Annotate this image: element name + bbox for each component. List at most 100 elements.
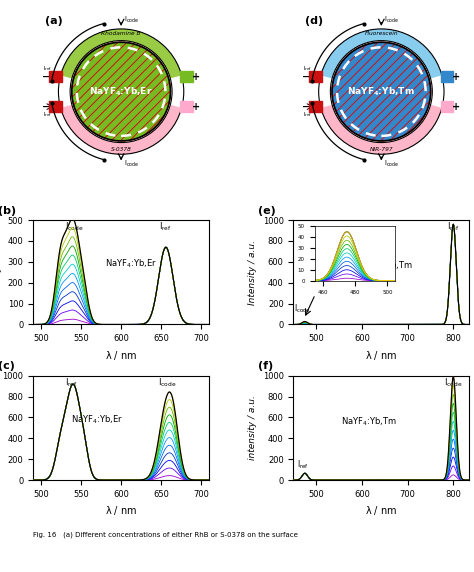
- Text: −: −: [302, 102, 310, 112]
- Polygon shape: [146, 38, 258, 145]
- Polygon shape: [90, 38, 203, 145]
- Polygon shape: [350, 38, 463, 145]
- Polygon shape: [72, 38, 184, 145]
- Text: (a): (a): [45, 15, 63, 26]
- Polygon shape: [118, 38, 230, 145]
- Polygon shape: [201, 38, 313, 145]
- Text: $I_{code}$: $I_{code}$: [158, 376, 177, 389]
- Text: NIR-797: NIR-797: [370, 147, 393, 152]
- Polygon shape: [441, 71, 453, 82]
- Text: −: −: [302, 72, 310, 82]
- Polygon shape: [210, 38, 322, 145]
- Polygon shape: [378, 38, 474, 145]
- Polygon shape: [219, 38, 332, 145]
- Polygon shape: [109, 38, 221, 145]
- Text: $I_{ref}$: $I_{ref}$: [159, 221, 172, 233]
- Polygon shape: [155, 38, 267, 145]
- Text: Fluorescein: Fluorescein: [365, 31, 398, 37]
- Text: Fig. 16   (a) Different concentrations of either RhB or S-0378 on the surface: Fig. 16 (a) Different concentrations of …: [33, 532, 298, 538]
- Polygon shape: [441, 101, 453, 113]
- Y-axis label: Intensity / a.u.: Intensity / a.u.: [248, 240, 257, 305]
- Polygon shape: [181, 71, 193, 82]
- Polygon shape: [295, 38, 408, 145]
- Text: (c): (c): [0, 362, 15, 371]
- Polygon shape: [237, 38, 350, 145]
- Wedge shape: [321, 29, 442, 78]
- Polygon shape: [127, 38, 240, 145]
- Text: (f): (f): [258, 362, 273, 371]
- Polygon shape: [182, 38, 295, 145]
- Text: $I_{code}$: $I_{code}$: [294, 303, 311, 315]
- Text: $I_{code}$: $I_{code}$: [384, 15, 399, 25]
- Polygon shape: [249, 38, 362, 145]
- Text: $I_{code}$: $I_{code}$: [124, 15, 139, 25]
- Text: NaYF$_4$:Yb,Tm: NaYF$_4$:Yb,Tm: [347, 85, 415, 98]
- Text: $I_{ref}$: $I_{ref}$: [303, 63, 312, 73]
- Polygon shape: [100, 38, 212, 145]
- Polygon shape: [268, 38, 381, 145]
- Text: (b): (b): [0, 206, 16, 216]
- Polygon shape: [164, 38, 276, 145]
- Polygon shape: [360, 38, 473, 145]
- Text: −: −: [42, 72, 50, 82]
- Polygon shape: [228, 38, 341, 145]
- Polygon shape: [452, 38, 474, 145]
- Polygon shape: [181, 101, 193, 113]
- Polygon shape: [286, 38, 399, 145]
- Circle shape: [58, 29, 184, 154]
- Text: $I_{ref}$: $I_{ref}$: [447, 221, 460, 233]
- Polygon shape: [49, 71, 62, 82]
- Polygon shape: [304, 38, 417, 145]
- Polygon shape: [49, 101, 62, 113]
- Text: NaYF$_4$:Yb,Er: NaYF$_4$:Yb,Er: [105, 258, 157, 270]
- Text: $I_{ref}$: $I_{ref}$: [43, 110, 52, 120]
- Text: NaYF$_4$:Yb,Tm: NaYF$_4$:Yb,Tm: [357, 260, 413, 272]
- Polygon shape: [35, 38, 148, 145]
- Polygon shape: [258, 38, 371, 145]
- Polygon shape: [424, 38, 474, 145]
- X-axis label: $\lambda$ / nm: $\lambda$ / nm: [105, 349, 137, 362]
- Text: NaYF$_4$:Yb,Er: NaYF$_4$:Yb,Er: [71, 413, 123, 426]
- Polygon shape: [323, 38, 436, 145]
- Text: $I_{ref}$: $I_{ref}$: [65, 376, 78, 389]
- Wedge shape: [321, 105, 442, 154]
- Text: NaYF$_4$:Yb,Er: NaYF$_4$:Yb,Er: [89, 85, 153, 98]
- Text: $I_{code}$: $I_{code}$: [65, 221, 83, 233]
- Polygon shape: [191, 38, 304, 145]
- Polygon shape: [314, 38, 427, 145]
- Circle shape: [72, 42, 170, 141]
- Polygon shape: [26, 38, 139, 145]
- Polygon shape: [387, 38, 474, 145]
- X-axis label: $\lambda$ / nm: $\lambda$ / nm: [365, 505, 397, 517]
- Text: (d): (d): [305, 15, 323, 26]
- Polygon shape: [0, 38, 111, 145]
- Text: $I_{ref}$: $I_{ref}$: [303, 110, 312, 120]
- Polygon shape: [17, 38, 129, 145]
- Polygon shape: [369, 38, 474, 145]
- Text: $I_{code}$: $I_{code}$: [124, 158, 139, 169]
- Text: +: +: [192, 72, 201, 82]
- Polygon shape: [136, 38, 249, 145]
- Polygon shape: [246, 38, 359, 145]
- Polygon shape: [442, 38, 474, 145]
- Text: (e): (e): [258, 206, 276, 216]
- Polygon shape: [341, 38, 454, 145]
- Circle shape: [319, 29, 444, 154]
- Text: +: +: [453, 72, 461, 82]
- Wedge shape: [61, 29, 182, 78]
- Text: NaYF$_4$:Yb,Tm: NaYF$_4$:Yb,Tm: [341, 415, 397, 428]
- Text: $I_{code}$: $I_{code}$: [384, 158, 399, 169]
- Text: $I_{ref}$: $I_{ref}$: [297, 458, 309, 471]
- Polygon shape: [406, 38, 474, 145]
- Text: Rhodamine B: Rhodamine B: [101, 31, 141, 37]
- Polygon shape: [310, 71, 322, 82]
- Circle shape: [332, 42, 431, 141]
- Polygon shape: [173, 38, 286, 145]
- Polygon shape: [396, 38, 474, 145]
- Polygon shape: [63, 38, 175, 145]
- Y-axis label: Intensity / a.u.: Intensity / a.u.: [0, 240, 2, 305]
- Text: S-0378: S-0378: [110, 147, 132, 152]
- Polygon shape: [332, 38, 445, 145]
- Polygon shape: [433, 38, 474, 145]
- Text: +: +: [192, 102, 201, 112]
